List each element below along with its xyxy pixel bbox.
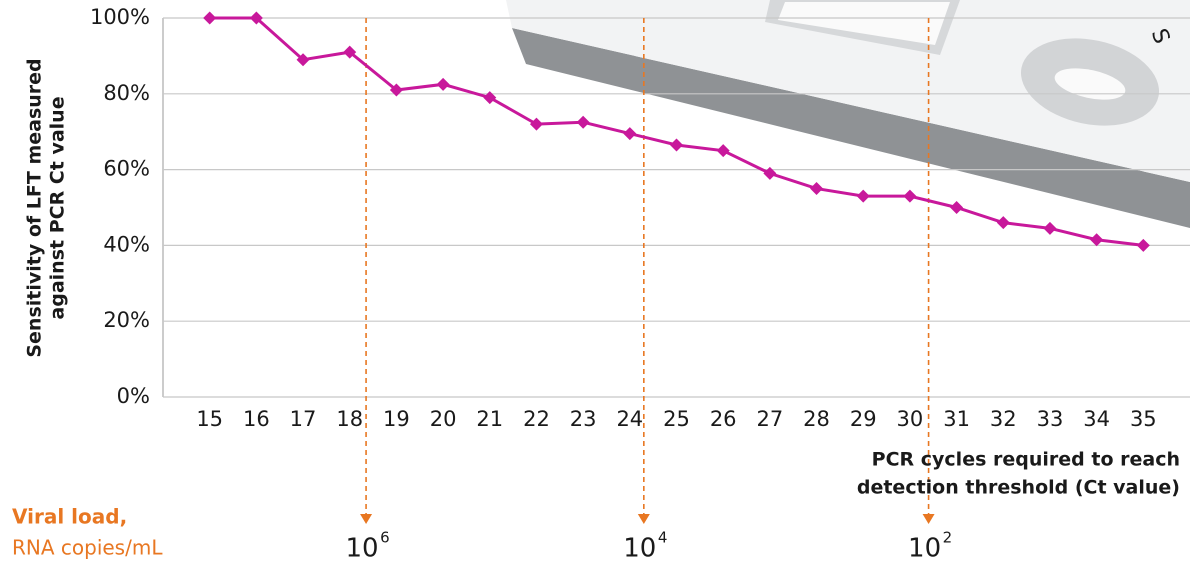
arrowhead xyxy=(638,514,650,524)
y-tick-label: 80% xyxy=(103,81,150,105)
y-tick-label: 60% xyxy=(103,157,150,181)
data-point xyxy=(997,216,1010,229)
x-tick-label: 16 xyxy=(243,407,270,431)
y-tick-label: 0% xyxy=(117,384,150,408)
y-tick-label: 40% xyxy=(103,232,150,256)
x-axis-label: PCR cycles required to reach xyxy=(872,449,1180,471)
x-tick-label: 28 xyxy=(803,407,830,431)
x-tick-label: 25 xyxy=(663,407,690,431)
y-axis-label: against PCR Ct value xyxy=(47,96,69,319)
data-point xyxy=(950,201,963,214)
data-point xyxy=(1137,239,1150,252)
data-point xyxy=(203,12,216,25)
page: {"chart_data": { "type": "line", "y_labe… xyxy=(0,0,1190,567)
data-point xyxy=(857,190,870,203)
y-axis-label: Sensitivity of LFT measured xyxy=(24,58,46,357)
x-tick-label: 21 xyxy=(476,407,503,431)
data-point xyxy=(530,118,543,131)
data-point xyxy=(903,190,916,203)
viral-load-exponent: 6 xyxy=(380,529,390,547)
x-tick-label: 31 xyxy=(943,407,970,431)
viral-load-unit: RNA copies/mL xyxy=(12,536,163,560)
data-point xyxy=(577,116,590,129)
viral-load-base: 10 xyxy=(908,534,941,564)
arrowhead xyxy=(923,514,935,524)
x-tick-label: 32 xyxy=(990,407,1017,431)
viral-load-exponent: 4 xyxy=(658,529,668,547)
chart: S 0%20%40%60%80%100%15161718192021222324… xyxy=(0,0,1190,567)
x-tick-label: 20 xyxy=(430,407,457,431)
data-point xyxy=(670,138,683,151)
x-tick-label: 26 xyxy=(710,407,737,431)
x-tick-label: 17 xyxy=(290,407,317,431)
data-point xyxy=(1090,233,1103,246)
data-point xyxy=(623,127,636,140)
x-tick-label: 24 xyxy=(616,407,643,431)
y-tick-label: 100% xyxy=(90,5,150,29)
viral-load-title: Viral load, xyxy=(12,505,127,529)
x-tick-label: 29 xyxy=(850,407,877,431)
x-axis-label: detection threshold (Ct value) xyxy=(857,477,1180,499)
x-tick-label: 18 xyxy=(336,407,363,431)
x-tick-label: 15 xyxy=(196,407,223,431)
x-tick-label: 23 xyxy=(570,407,597,431)
viral-load-exponent: 2 xyxy=(943,529,953,547)
viral-load-base: 10 xyxy=(346,534,379,564)
x-tick-label: 35 xyxy=(1130,407,1157,431)
data-point xyxy=(810,182,823,195)
x-tick-label: 34 xyxy=(1083,407,1110,431)
x-tick-label: 22 xyxy=(523,407,550,431)
arrowhead xyxy=(360,514,372,524)
x-tick-label: 30 xyxy=(897,407,924,431)
x-tick-label: 27 xyxy=(756,407,783,431)
data-point xyxy=(1043,222,1056,235)
viral-load-base: 10 xyxy=(623,534,656,564)
y-tick-label: 20% xyxy=(103,308,150,332)
data-point xyxy=(483,91,496,104)
data-point xyxy=(717,144,730,157)
data-point xyxy=(763,167,776,180)
x-tick-label: 33 xyxy=(1037,407,1064,431)
x-tick-label: 19 xyxy=(383,407,410,431)
data-point xyxy=(437,78,450,91)
